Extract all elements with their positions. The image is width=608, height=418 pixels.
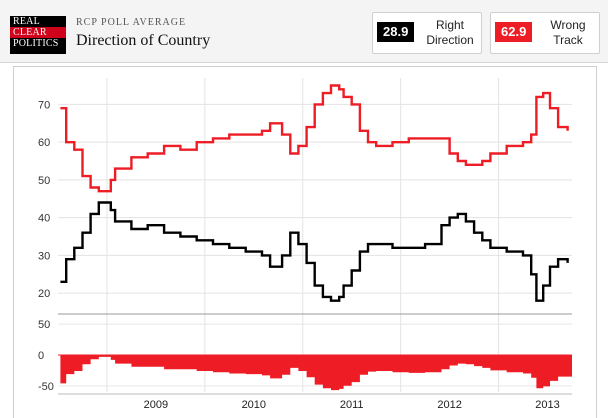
y-tick-label: 20 (38, 288, 50, 300)
x-tick-label: 2012 (437, 399, 461, 411)
right-direction-badge: 28.9 Right Direction (372, 12, 482, 54)
y-tick-label: 70 (38, 99, 50, 111)
series-line-wrong-track (60, 84, 569, 193)
wrong-label-line1: Wrong (550, 18, 586, 32)
poll-average-kicker: RCP POLL AVERAGE (76, 17, 187, 28)
series-line-right-direction (60, 201, 569, 302)
rcp-logo[interactable]: REAL CLEAR POLITICS (10, 16, 66, 54)
right-label-line2: Direction (426, 33, 474, 47)
logo-line-1: REAL (13, 16, 40, 27)
x-tick-label: 2010 (242, 399, 266, 411)
x-tick-label: 2013 (535, 399, 559, 411)
chart-header: REAL CLEAR POLITICS RCP POLL AVERAGE Dir… (0, 0, 608, 63)
x-tick-label: 2009 (144, 399, 168, 411)
y-tick-label: 30 (38, 250, 50, 262)
x-axis-labels: 2009 2010 2011 2012 2013 (144, 399, 560, 411)
right-direction-label: Right Direction (423, 18, 477, 48)
right-direction-value: 28.9 (377, 22, 415, 42)
logo-line-2: CLEAR (10, 27, 66, 38)
spread-tick-label: 0 (38, 350, 44, 362)
logo-line-3: POLITICS (13, 38, 59, 49)
spread-panel (58, 354, 573, 391)
wrong-label-line2: Track (553, 33, 583, 47)
y-tick-label: 60 (38, 137, 50, 149)
spread-tick-label: 50 (38, 319, 50, 331)
spread-tick-label: -50 (38, 381, 54, 393)
wrong-track-label: Wrong Track (541, 18, 595, 48)
wrong-track-value: 62.9 (495, 22, 533, 42)
x-tick-label: 2011 (340, 399, 364, 411)
right-label-line1: Right (435, 18, 464, 32)
spread-area (60, 355, 573, 391)
y-tick-label: 50 (38, 175, 50, 187)
wrong-track-badge: 62.9 Wrong Track (490, 12, 600, 54)
series-lines (60, 84, 569, 302)
page-title: Direction of Country (76, 32, 211, 49)
y-axis-labels: 70 60 50 40 30 20 50 0 -50 (38, 99, 54, 392)
y-tick-label: 40 (38, 213, 50, 225)
